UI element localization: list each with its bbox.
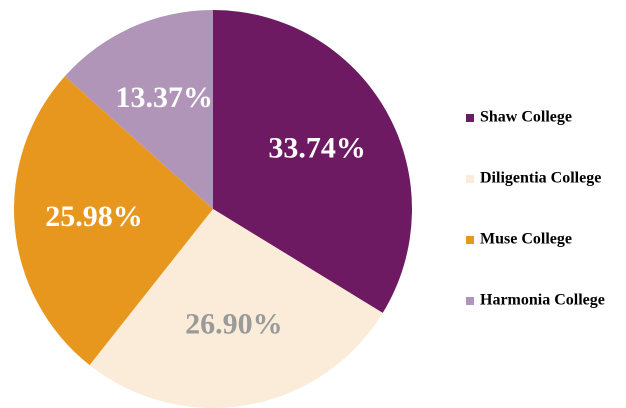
slice-label: 13.37% — [116, 81, 214, 114]
legend-label: Muse College — [480, 231, 572, 248]
slice-label: 26.90% — [185, 307, 283, 340]
pie-slice — [213, 10, 412, 313]
legend-swatch — [466, 175, 474, 183]
pie-slice — [89, 209, 383, 408]
legend-swatch — [466, 114, 474, 122]
legend-swatch — [466, 236, 474, 244]
legend-label: Harmonia College — [480, 292, 605, 309]
legend-label: Shaw College — [480, 109, 572, 126]
slice-label: 25.98% — [45, 200, 143, 233]
legend-swatch — [466, 297, 474, 305]
legend-label: Diligentia College — [480, 170, 601, 187]
slice-label: 33.74% — [268, 132, 366, 165]
pie-slice — [64, 10, 213, 209]
pie-slice — [14, 76, 213, 366]
